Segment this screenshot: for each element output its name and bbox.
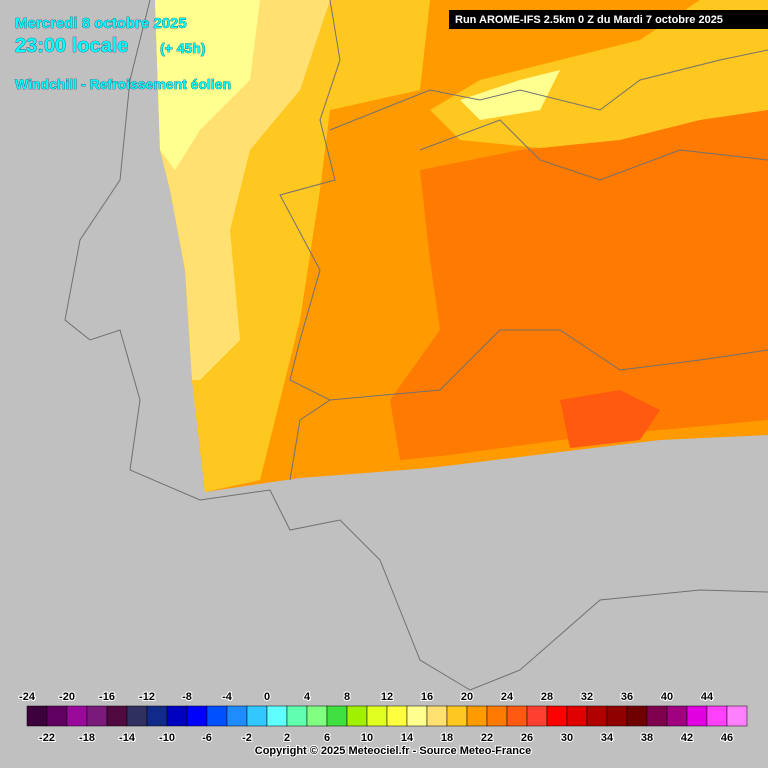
coastline — [64, 0, 768, 691]
run-info: Run AROME-IFS 2.5km 0 Z du Mardi 7 octob… — [455, 14, 723, 26]
legend-cell — [306, 705, 328, 727]
field-zone — [155, 0, 260, 170]
legend-label: 24 — [501, 691, 514, 703]
legend-cell — [546, 705, 568, 727]
field-zone — [390, 110, 768, 460]
legend-cell — [446, 705, 468, 727]
legend-cell — [246, 705, 268, 727]
legend-label: 30 — [561, 732, 573, 744]
legend-cell — [166, 705, 188, 727]
legend-label: 28 — [541, 691, 553, 703]
legend-label: 12 — [381, 691, 393, 703]
legend-cell — [186, 705, 208, 727]
legend-label: -18 — [79, 732, 95, 744]
legend-cell — [226, 705, 248, 727]
border-line — [329, 329, 768, 401]
legend-cell — [406, 705, 428, 727]
border-line — [329, 49, 768, 131]
local-time: 23:00 locale — [15, 35, 128, 57]
legend-label: -10 — [159, 732, 175, 744]
legend-label: 20 — [461, 691, 473, 703]
legend-label: 2 — [284, 732, 290, 744]
legend-label: 44 — [701, 691, 714, 703]
border-line — [419, 119, 768, 181]
legend-cell — [346, 705, 368, 727]
legend-cell — [506, 705, 528, 727]
legend-cell — [566, 705, 588, 727]
legend-cell — [646, 705, 668, 727]
legend-label: 6 — [324, 732, 330, 744]
legend-cell — [66, 705, 88, 727]
border-line — [279, 0, 341, 481]
legend-cell — [466, 705, 488, 727]
legend-cell — [706, 705, 728, 727]
legend-label: 10 — [361, 732, 373, 744]
legend-label: -14 — [119, 732, 136, 744]
legend-cell — [126, 705, 148, 727]
borders — [64, 0, 768, 691]
legend-cell — [366, 705, 388, 727]
legend-label: 0 — [264, 691, 270, 703]
legend-cell — [386, 705, 408, 727]
field-zone — [560, 390, 660, 448]
field-zone — [460, 70, 560, 120]
legend-cell — [286, 705, 308, 727]
legend-cell — [426, 705, 448, 727]
legend-label: -6 — [202, 732, 212, 744]
legend-cell — [686, 705, 708, 727]
legend-cell — [326, 705, 348, 727]
legend-label: 4 — [304, 691, 311, 703]
legend-label: 38 — [641, 732, 653, 744]
legend-label: 34 — [601, 732, 614, 744]
legend-cell — [206, 705, 228, 727]
legend-label: 18 — [441, 732, 453, 744]
legend-cell — [26, 705, 48, 727]
legend-cell — [106, 705, 128, 727]
legend-label: -20 — [59, 691, 75, 703]
legend-label: 36 — [621, 691, 633, 703]
date: Mercredi 8 octobre 2025 — [15, 15, 187, 32]
legend-label: -12 — [139, 691, 155, 703]
legend-cell — [86, 705, 108, 727]
legend-label: 32 — [581, 691, 593, 703]
legend-label: -16 — [99, 691, 115, 703]
legend-cell — [46, 705, 68, 727]
legend: -24-22-20-18-16-14-12-10-8-6-4-202468101… — [18, 690, 748, 745]
legend-cell — [586, 705, 608, 727]
legend-cell — [606, 705, 628, 727]
copyright: Copyright © 2025 Meteociel.fr - Source M… — [255, 745, 531, 757]
legend-label: -4 — [222, 691, 233, 703]
legend-cell — [526, 705, 548, 727]
legend-label: 42 — [681, 732, 693, 744]
legend-label: 26 — [521, 732, 533, 744]
forecast-offset: (+ 45h) — [160, 40, 206, 56]
legend-label: -22 — [39, 732, 55, 744]
legend-label: 8 — [344, 691, 350, 703]
legend-label: -8 — [182, 691, 192, 703]
legend-cell — [486, 705, 508, 727]
legend-cell — [626, 705, 648, 727]
legend-cell — [666, 705, 688, 727]
legend-label: -2 — [242, 732, 252, 744]
legend-label: 14 — [401, 732, 414, 744]
legend-label: 46 — [721, 732, 733, 744]
legend-label: -24 — [19, 691, 36, 703]
product-title: Windchill - Refroissement éolien — [15, 76, 231, 92]
legend-cell — [146, 705, 168, 727]
legend-label: 22 — [481, 732, 493, 744]
legend-label: 16 — [421, 691, 433, 703]
legend-cell — [266, 705, 288, 727]
legend-label: 40 — [661, 691, 673, 703]
run-box — [449, 10, 768, 29]
legend-cell — [726, 705, 748, 727]
